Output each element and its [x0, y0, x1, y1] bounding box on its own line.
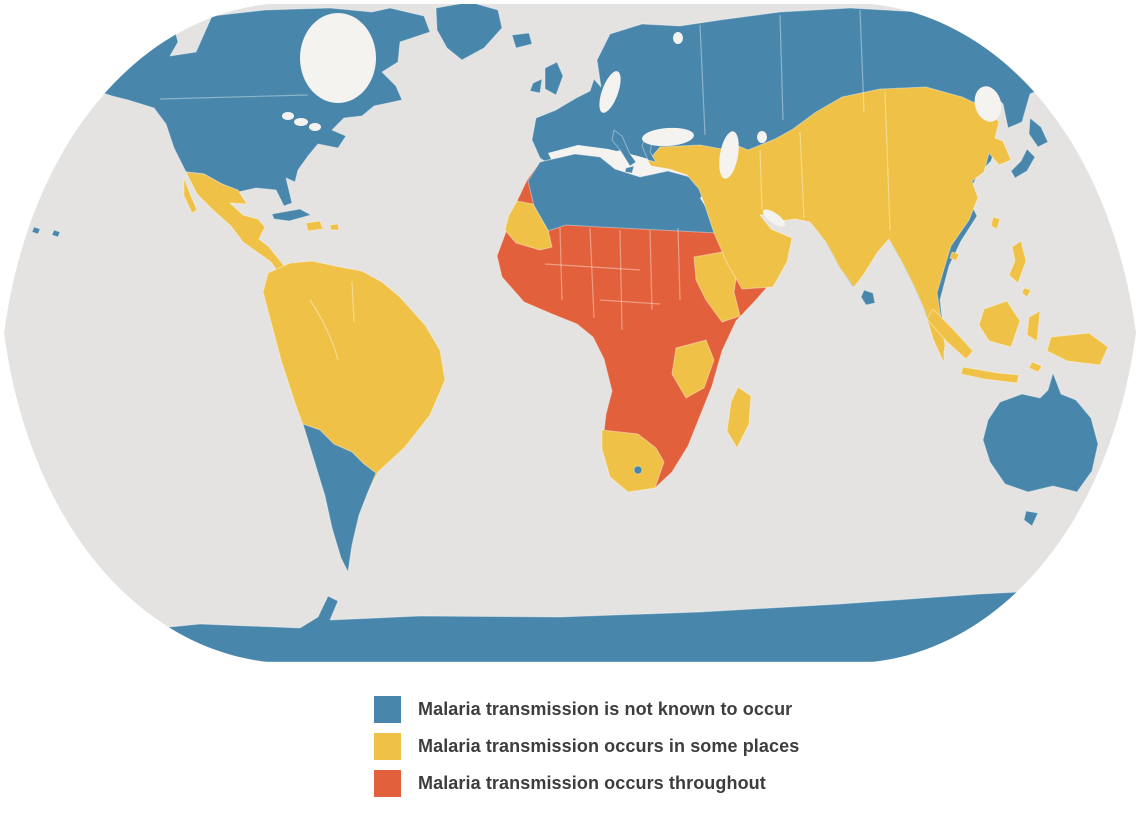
region-new-zealand-north: [1094, 530, 1108, 549]
region-southern-africa: [601, 429, 665, 493]
region-new-zealand-south: [1082, 551, 1102, 572]
region-taiwan: [990, 216, 1001, 230]
great-lake-mid: [294, 118, 308, 126]
legend-row-throughout: Malaria transmission occurs throughout: [374, 770, 799, 797]
region-puerto-rico: [329, 223, 340, 231]
region-hainan: [949, 251, 960, 262]
country-border-lines: [159, 9, 891, 361]
region-philippines-south: [1021, 287, 1032, 298]
region-sicily: [624, 165, 635, 174]
region-philippines: [1008, 240, 1027, 284]
region-java: [960, 366, 1020, 384]
region-uk: [544, 61, 564, 96]
legend-swatch-some-places: [374, 733, 401, 760]
black-sea: [642, 127, 694, 147]
hudson-bay: [300, 13, 376, 103]
legend: Malaria transmission is not known to occ…: [374, 696, 799, 797]
aral-sea: [757, 131, 767, 143]
region-cuba: [271, 208, 312, 222]
region-mauritania-west-sahara: [504, 200, 553, 251]
white-sea: [673, 32, 683, 44]
region-timor: [1028, 361, 1043, 373]
world-map-svg: [4, 4, 1136, 662]
region-asia: [647, 86, 1012, 362]
legend-label-not-known: Malaria transmission is not known to occ…: [418, 699, 793, 719]
world-map: [4, 4, 1136, 662]
region-sumatra: [926, 308, 974, 360]
region-italy: [611, 129, 637, 167]
region-japan-south: [1010, 148, 1036, 179]
region-australia: [982, 372, 1099, 493]
baltic-sea: [599, 71, 621, 113]
great-lake-east: [309, 123, 321, 131]
region-iceland: [511, 32, 533, 49]
landmasses: [11, 4, 1121, 662]
sea-of-okhotsk: [974, 86, 1002, 122]
region-tasmania: [1023, 510, 1039, 527]
region-japan-north: [1028, 117, 1049, 148]
region-madagascar: [726, 386, 752, 449]
caspian-sea: [719, 131, 739, 179]
legend-row-not-known: Malaria transmission is not known to occ…: [374, 696, 799, 723]
legend-label-throughout: Malaria transmission occurs throughout: [418, 773, 766, 793]
region-lesotho: [633, 465, 643, 475]
region-sri-lanka: [860, 289, 876, 306]
legend-label-some-places: Malaria transmission occurs in some plac…: [418, 736, 800, 756]
region-baja-california: [183, 177, 198, 214]
region-hispaniola: [305, 220, 324, 232]
inland-seas: [282, 13, 1002, 227]
region-borneo: [978, 300, 1021, 348]
region-greenland: [435, 4, 503, 61]
region-mexico-central-america: [185, 171, 292, 282]
great-lake-west: [282, 112, 294, 120]
legend-swatch-not-known: [374, 696, 401, 723]
region-east-africa-patch: [671, 339, 715, 399]
region-ireland: [529, 78, 543, 94]
region-sulawesi: [1026, 310, 1041, 342]
legend-row-some-places: Malaria transmission occurs in some plac…: [374, 733, 799, 760]
region-southern-cone: [302, 423, 377, 573]
legend-swatch-throughout: [374, 770, 401, 797]
persian-gulf: [762, 209, 786, 227]
region-new-guinea: [1046, 332, 1109, 366]
